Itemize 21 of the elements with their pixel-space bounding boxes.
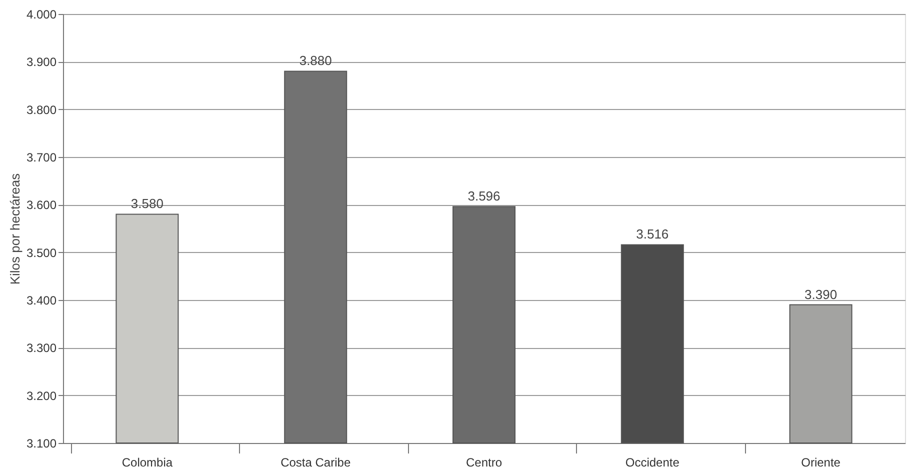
y-tick-label: 3.200 — [26, 388, 57, 403]
data-label: 3.390 — [804, 286, 838, 302]
y-tick-label: 4.000 — [26, 8, 57, 22]
x-tick-label: Colombia — [122, 456, 173, 470]
data-label: 3.596 — [468, 188, 500, 204]
y-tick-label: 3.700 — [26, 150, 57, 164]
y-tick-label: 3.300 — [26, 341, 57, 356]
data-label: 3.580 — [130, 196, 164, 212]
x-tick-label: Occidente — [625, 456, 680, 470]
y-tick-label: 3.500 — [26, 246, 57, 260]
y-tick-label: 3.600 — [26, 198, 57, 212]
x-tick-label: Costa Caribe — [280, 456, 351, 470]
y-tick-label: 3.100 — [26, 436, 57, 450]
y-axis-title: Kilos por hectáreas — [7, 172, 22, 285]
y-tick-label: 3.800 — [26, 102, 57, 117]
y-tick-label: 3.400 — [26, 294, 57, 308]
x-tick-label: Oriente — [801, 456, 841, 470]
data-label: 3.516 — [636, 226, 669, 242]
data-label: 3.880 — [299, 53, 332, 68]
x-tick-label: Centro — [466, 456, 502, 470]
y-tick-label: 3.900 — [26, 55, 57, 70]
